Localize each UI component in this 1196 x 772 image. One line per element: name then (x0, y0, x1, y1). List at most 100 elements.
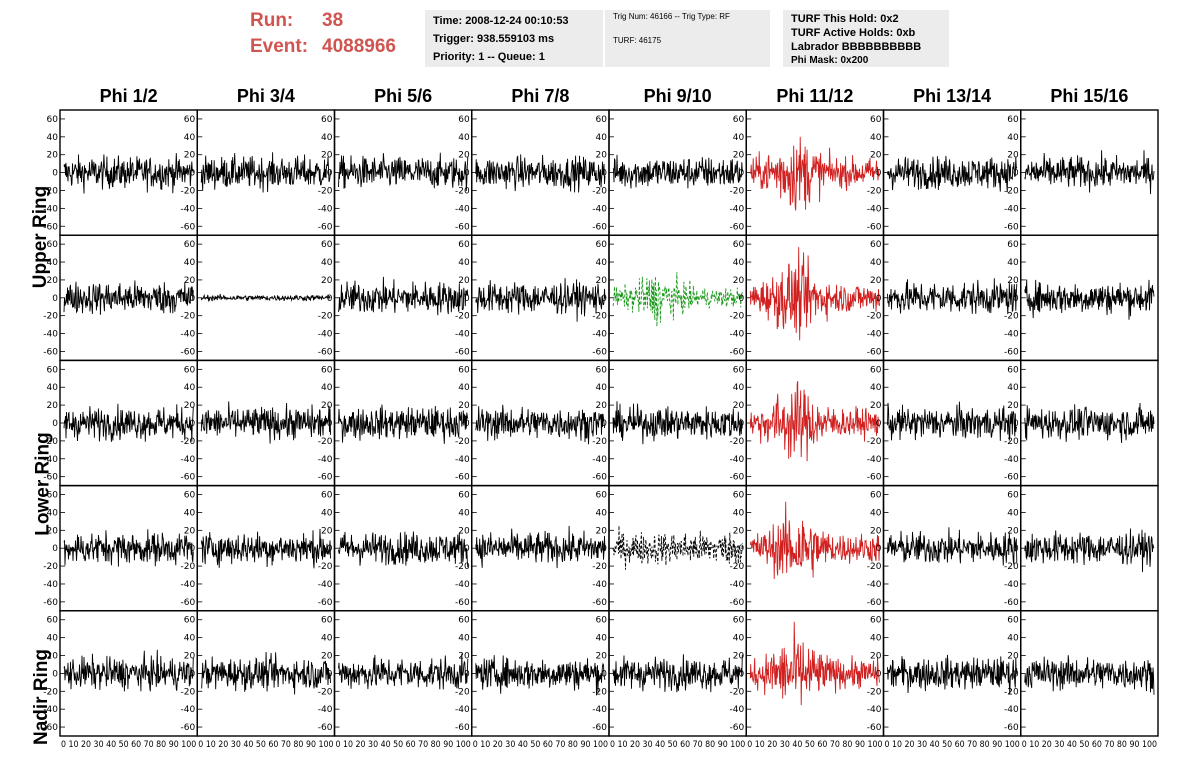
y-tick-label: 0 (601, 169, 607, 179)
y-tick-label: -60 (318, 347, 333, 357)
y-tick-label: -40 (43, 705, 58, 715)
y-tick-label: 20 (458, 151, 470, 161)
waveform-panel: 60 40 20 0 -20 -40 -60 (1004, 234, 1159, 362)
y-tick-label: 20 (870, 652, 882, 662)
y-tick-label: -60 (592, 473, 607, 483)
y-tick-label: 60 (321, 115, 333, 125)
y-tick-label: -60 (1004, 598, 1019, 608)
y-tick-label: 40 (733, 258, 745, 268)
y-tick-label: -60 (43, 723, 58, 733)
waveform-trace (750, 136, 880, 211)
y-tick-label: 60 (870, 365, 882, 375)
column-header: Phi 9/10 (643, 86, 712, 106)
y-tick-label: 40 (321, 634, 333, 644)
y-tick-label: 0 (876, 169, 882, 179)
y-tick-label: -20 (867, 312, 882, 322)
y-tick-label: 60 (184, 115, 196, 125)
y-tick-label: 20 (596, 526, 608, 536)
y-tick-label: 0 (190, 294, 196, 304)
y-tick-label: 0 (464, 419, 470, 429)
waveform-trace (612, 154, 743, 189)
y-tick-label: -40 (318, 204, 333, 214)
y-tick-label: 60 (733, 115, 745, 125)
y-tick-label: 40 (184, 258, 196, 268)
y-tick-label: -40 (867, 455, 882, 465)
y-tick-label: 40 (47, 634, 59, 644)
y-tick-label: -60 (867, 347, 882, 357)
y-tick-label: -40 (181, 580, 196, 590)
waveform-trace (338, 531, 469, 568)
x-tick-label: 0 10 20 30 40 50 60 70 80 90 100 (336, 740, 471, 750)
y-tick-label: 20 (184, 401, 196, 411)
waveform-panel: 60 40 20 0 -20 -40 -60 (592, 234, 747, 362)
column-header: Phi 1/2 (99, 86, 158, 106)
y-tick-label: -20 (318, 437, 333, 447)
waveform-panel: 60 40 20 0 -20 -40 -60 (867, 484, 1022, 612)
y-tick-label: -60 (43, 347, 58, 357)
waveform-trace (887, 155, 1018, 193)
y-tick-label: 60 (596, 115, 608, 125)
phi-mask-text: Phi Mask: 0x200 (791, 55, 869, 66)
y-tick-label: 0 (876, 669, 882, 679)
y-tick-label: -40 (1004, 705, 1019, 715)
y-tick-label: 60 (47, 616, 59, 626)
y-tick-label: -20 (867, 186, 882, 196)
y-tick-label: 0 (739, 169, 745, 179)
waveform-trace (475, 655, 606, 696)
y-tick-label: -20 (181, 687, 196, 697)
waveform-panel: 60 40 20 0 -20 -40 -60 (455, 484, 610, 612)
y-tick-label: -60 (867, 473, 882, 483)
y-tick-label: 0 (739, 669, 745, 679)
waveform-panel: 60 40 20 0 -20 -40 -60 (1004, 484, 1159, 612)
y-tick-label: 40 (870, 508, 882, 518)
y-tick-label: -40 (455, 455, 470, 465)
y-tick-label: -60 (592, 598, 607, 608)
y-tick-label: 40 (321, 508, 333, 518)
y-tick-label: 20 (596, 151, 608, 161)
waveform-panel: 60 40 20 0 -20 -40 -60 (730, 234, 885, 362)
y-tick-label: 20 (458, 401, 470, 411)
waveform-trace (749, 501, 880, 580)
y-tick-label: 0 (601, 419, 607, 429)
y-tick-label: -20 (318, 186, 333, 196)
y-tick-label: -40 (455, 580, 470, 590)
y-tick-label: -60 (730, 222, 745, 232)
y-tick-label: 40 (1007, 634, 1019, 644)
y-tick-label: 20 (733, 151, 745, 161)
y-tick-label: -40 (181, 705, 196, 715)
y-tick-label: -60 (592, 723, 607, 733)
turf-info-box: TURF This Hold: 0x2 TURF Active Holds: 0… (783, 10, 949, 67)
event-label: Event: (250, 36, 309, 57)
y-tick-label: 20 (1007, 151, 1019, 161)
y-tick-label: 40 (596, 508, 608, 518)
y-tick-label: 20 (870, 526, 882, 536)
y-tick-label: -40 (867, 580, 882, 590)
trigger-text: Trigger: 938.559103 ms (433, 33, 555, 45)
column-header: Phi 5/6 (374, 86, 433, 106)
waveform-panel: 60 40 20 0 -20 -40 -60 (318, 359, 473, 487)
waveform-panel: 60 40 20 0 -20 -40 -60 (1004, 359, 1159, 487)
waveform-panel: 60 40 20 0 -20 -40 -60 (592, 484, 747, 612)
y-tick-label: -20 (318, 312, 333, 322)
y-tick-label: 20 (47, 652, 59, 662)
y-tick-label: 20 (1007, 276, 1019, 286)
waveform-trace (612, 401, 743, 445)
column-header: Phi 15/16 (1050, 86, 1129, 106)
y-tick-label: -60 (1004, 723, 1019, 733)
y-tick-label: -40 (592, 705, 607, 715)
y-tick-label: -20 (43, 186, 58, 196)
y-tick-label: 20 (184, 276, 196, 286)
y-tick-label: -40 (455, 330, 470, 340)
y-tick-label: 20 (458, 276, 470, 286)
y-tick-label: 40 (47, 383, 59, 393)
waveform-panel: 60 40 20 0 -20 -40 -60 (181, 359, 336, 487)
column-header: Phi 13/14 (913, 86, 992, 106)
waveform-trace (338, 276, 469, 316)
y-tick-label: 20 (321, 401, 333, 411)
y-tick-label: -60 (1004, 473, 1019, 483)
y-tick-label: -40 (455, 204, 470, 214)
y-tick-label: 60 (458, 365, 470, 375)
y-tick-label: 20 (184, 151, 196, 161)
y-tick-label: -40 (455, 705, 470, 715)
